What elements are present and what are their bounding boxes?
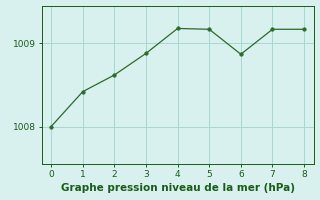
X-axis label: Graphe pression niveau de la mer (hPa): Graphe pression niveau de la mer (hPa) xyxy=(60,183,295,193)
